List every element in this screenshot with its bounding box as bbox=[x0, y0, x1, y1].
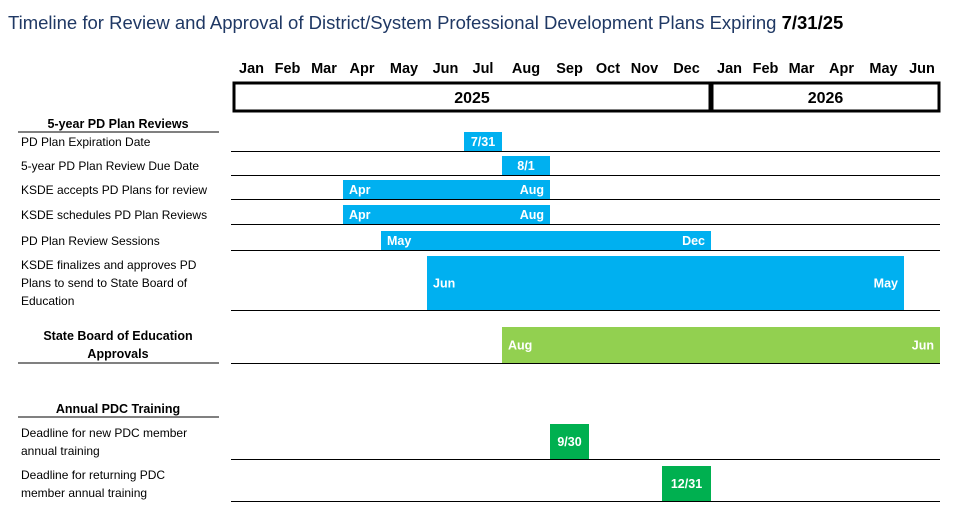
row-label: PD Plan Expiration Date bbox=[21, 135, 151, 149]
timeline-bar bbox=[550, 424, 589, 459]
month-label: Mar bbox=[789, 61, 815, 77]
year-label: 2026 bbox=[808, 90, 844, 107]
bar-start-label: May bbox=[387, 234, 411, 248]
month-label: Jan bbox=[239, 61, 264, 77]
bar-start-label: 7/31 bbox=[471, 135, 495, 149]
month-label: Jun bbox=[433, 61, 459, 77]
timeline-bar bbox=[427, 256, 904, 310]
title-text: Timeline for Review and Approval of Dist… bbox=[8, 12, 782, 33]
month-label: Aug bbox=[512, 61, 540, 77]
title-date: 7/31/25 bbox=[781, 12, 844, 33]
month-label: Feb bbox=[275, 61, 301, 77]
month-label: Apr bbox=[350, 61, 375, 77]
month-label: Mar bbox=[311, 61, 337, 77]
bar-start-label: Jun bbox=[433, 277, 455, 291]
year-box bbox=[232, 81, 712, 113]
month-label: Feb bbox=[753, 61, 779, 77]
row-label: Education bbox=[21, 294, 74, 308]
row-label: KSDE finalizes and approves PD bbox=[21, 258, 197, 272]
month-label: Oct bbox=[596, 61, 620, 77]
row-label: KSDE schedules PD Plan Reviews bbox=[21, 208, 207, 222]
year-label: 2025 bbox=[454, 90, 490, 107]
bar-end-label: Aug bbox=[520, 183, 544, 197]
bar-start-label: 9/30 bbox=[557, 435, 581, 449]
row-label: member annual training bbox=[21, 486, 147, 500]
bar-start-label: Aug bbox=[508, 339, 532, 353]
month-label: Jul bbox=[473, 61, 494, 77]
section-header: State Board of Education bbox=[43, 329, 192, 343]
section-header: 5-year PD Plan Reviews bbox=[47, 117, 188, 131]
timeline-bar bbox=[502, 327, 940, 363]
row-label: annual training bbox=[21, 444, 100, 458]
row-label: Deadline for returning PDC bbox=[21, 468, 165, 482]
row-label: PD Plan Review Sessions bbox=[21, 234, 160, 248]
month-label: Dec bbox=[673, 61, 700, 77]
bar-end-label: Aug bbox=[520, 208, 544, 222]
month-label: May bbox=[869, 61, 897, 77]
month-label: Apr bbox=[829, 61, 854, 77]
bar-start-label: 12/31 bbox=[671, 477, 702, 491]
section-header: Approvals bbox=[87, 347, 148, 361]
row-label: 5-year PD Plan Review Due Date bbox=[21, 159, 199, 173]
timeline-bar bbox=[464, 132, 502, 151]
page-title: Timeline for Review and Approval of Dist… bbox=[8, 12, 843, 34]
bar-start-label: Apr bbox=[349, 208, 371, 222]
row-label: Deadline for new PDC member bbox=[21, 426, 187, 440]
bar-end-label: Dec bbox=[682, 234, 705, 248]
section-header: Annual PDC Training bbox=[56, 402, 180, 416]
timeline-bar bbox=[381, 231, 711, 250]
month-label: Sep bbox=[556, 61, 583, 77]
row-label: Plans to send to State Board of bbox=[21, 276, 188, 290]
timeline-bar bbox=[662, 466, 711, 501]
bar-end-label: Jun bbox=[912, 339, 934, 353]
timeline-bar bbox=[343, 180, 550, 199]
timeline-bar bbox=[343, 205, 550, 224]
month-label: Nov bbox=[631, 61, 658, 77]
bar-start-label: Apr bbox=[349, 183, 371, 197]
year-box bbox=[710, 81, 941, 113]
month-label: May bbox=[390, 61, 418, 77]
month-label: Jun bbox=[909, 61, 935, 77]
bar-start-label: 8/1 bbox=[517, 159, 534, 173]
timeline-bar bbox=[502, 156, 550, 175]
bar-end-label: May bbox=[874, 277, 898, 291]
row-label: KSDE accepts PD Plans for review bbox=[21, 183, 207, 197]
month-label: Jan bbox=[717, 61, 742, 77]
